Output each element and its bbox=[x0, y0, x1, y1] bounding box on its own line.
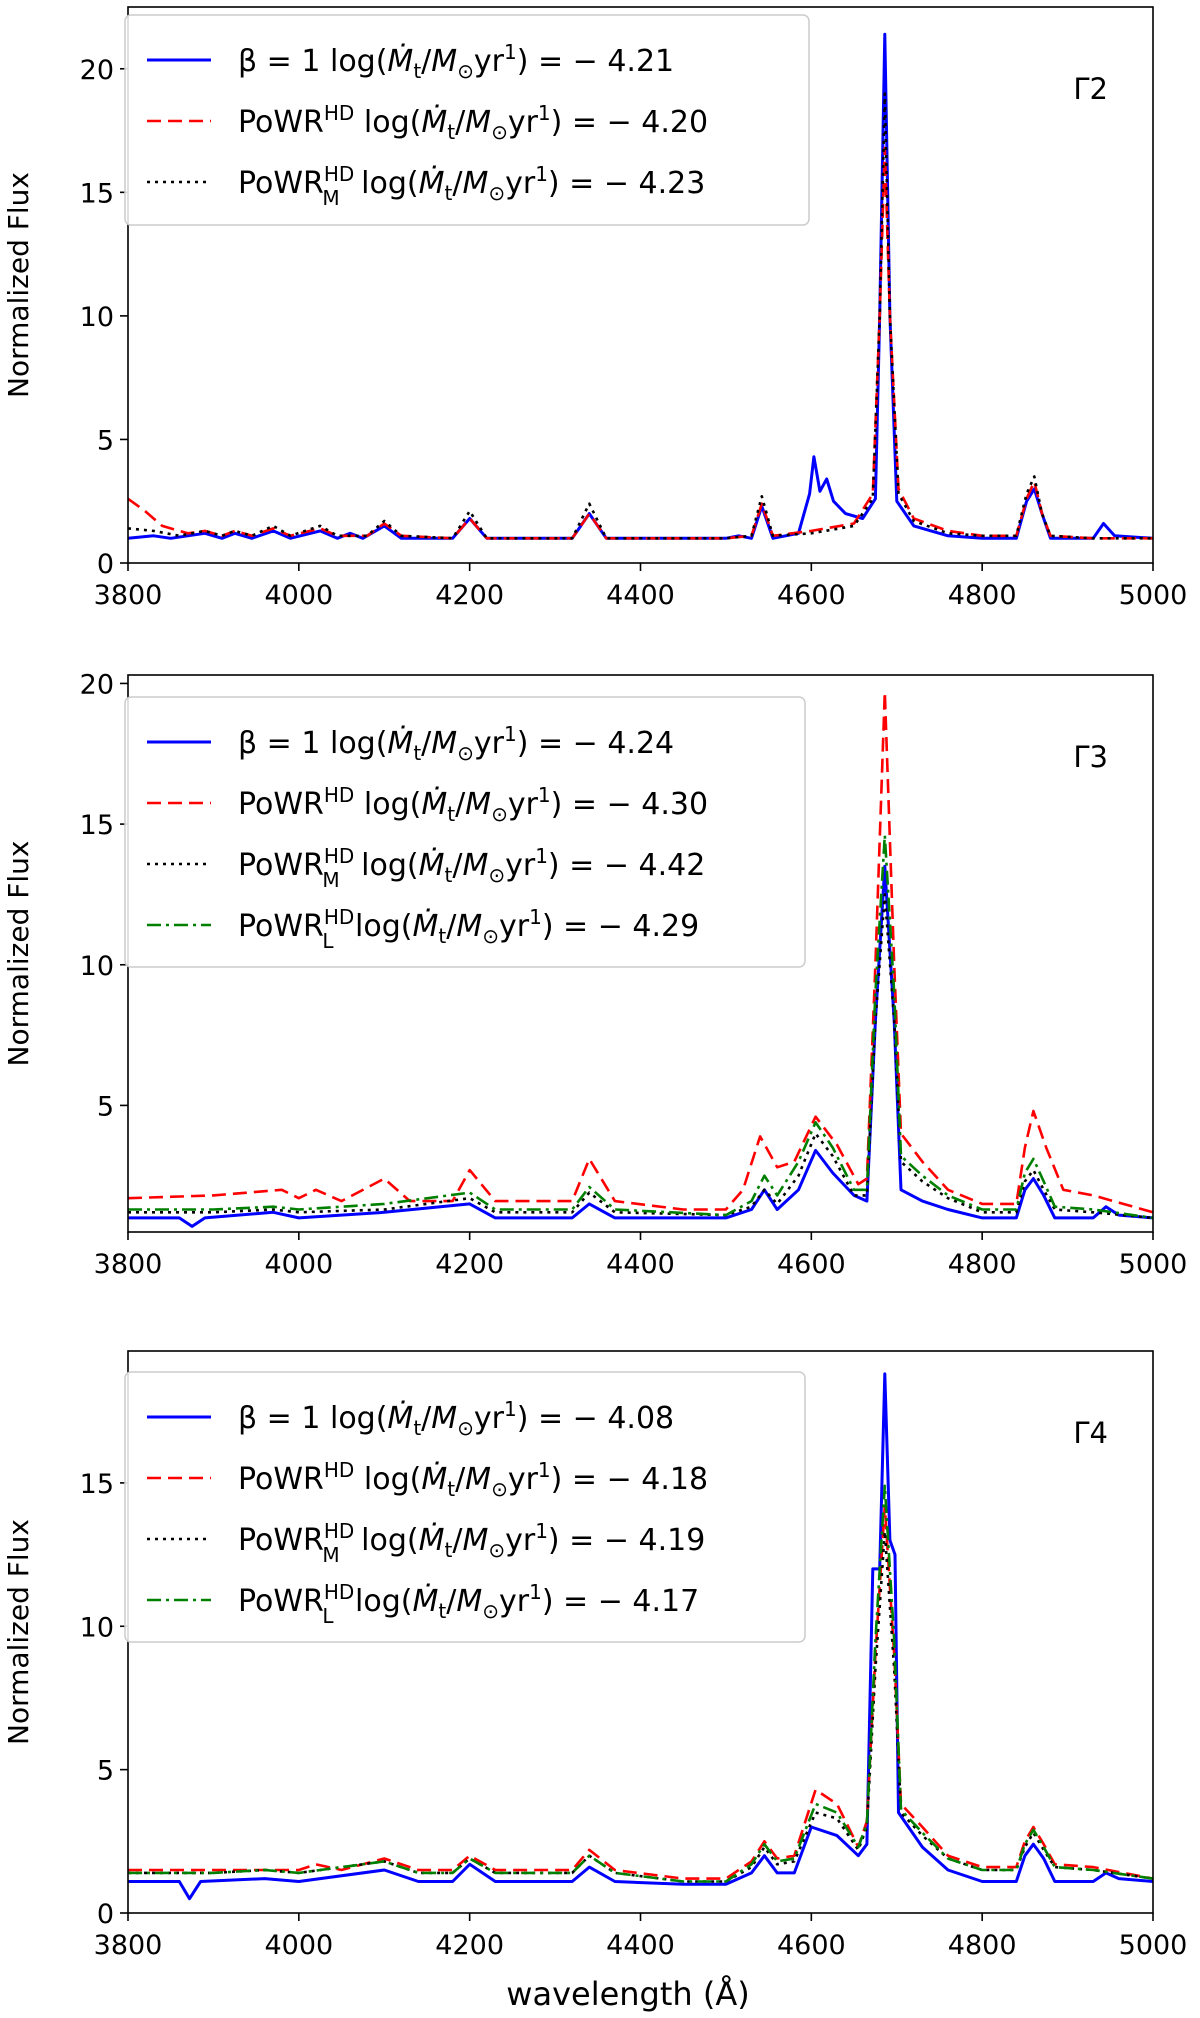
series-line-beta bbox=[128, 864, 1153, 1228]
y-tick-label: 0 bbox=[97, 1899, 114, 1930]
y-tick-label: 5 bbox=[97, 1091, 114, 1122]
series-group bbox=[128, 690, 1153, 1228]
x-tick-label: 4800 bbox=[948, 1930, 1017, 1961]
x-tick-label: 4400 bbox=[606, 580, 675, 611]
y-tick-label: 15 bbox=[80, 1469, 114, 1500]
x-tick-label: 4000 bbox=[264, 580, 333, 611]
panel-label: Γ4 bbox=[1073, 1416, 1108, 1450]
x-tick-label: 4800 bbox=[948, 1249, 1017, 1280]
x-tick-label: 5000 bbox=[1119, 1930, 1188, 1961]
legend-label: β = 1 log(Ṁt/M⊙yr1) = − 4.21 bbox=[238, 40, 674, 83]
legend-label: PoWRHD L log(Ṁt/M⊙yr1) = − 4.29 bbox=[238, 905, 699, 953]
legend-box bbox=[124, 14, 810, 226]
x-tick-label: 4200 bbox=[435, 1249, 504, 1280]
legend-label: PoWRHD M log(Ṁt/M⊙yr1) = − 4.42 bbox=[238, 844, 705, 892]
series-group bbox=[128, 32, 1153, 540]
panel-2: 3800 4000 4200 4400 4600 4800 5000 5 10 15 20 Norma… bbox=[2, 669, 1187, 1280]
y-axis-title: Normalized Flux bbox=[2, 172, 35, 398]
legend-box bbox=[124, 696, 806, 968]
x-tick-label: 4200 bbox=[435, 580, 504, 611]
x-tick-label: 5000 bbox=[1119, 1249, 1188, 1280]
panel-3: 3800 4000 4200 4400 4600 4800 5000 0 5 10 15 Normal… bbox=[2, 1350, 1188, 1961]
y-tick-label: 10 bbox=[80, 1612, 114, 1643]
series-line-powr bbox=[128, 146, 1153, 540]
x-tick-label: 3800 bbox=[94, 1930, 163, 1961]
x-tick-label: 4400 bbox=[606, 1930, 675, 1961]
series-line-powr_l bbox=[128, 834, 1153, 1220]
y-tick-label: 0 bbox=[97, 549, 114, 580]
legend: β = 1 log(Ṁt/M⊙yr1) = − 4.08 PoWRHD log(Ṁ… bbox=[124, 1371, 806, 1643]
x-tick-label: 4600 bbox=[777, 1930, 846, 1961]
legend-label: PoWRHD log(Ṁt/M⊙yr1) = − 4.30 bbox=[238, 783, 708, 826]
x-tick-label: 5000 bbox=[1119, 580, 1188, 611]
panel-1: 3800 4000 4200 4400 4600 4800 5000 0 5 10 15 20 Norm… bbox=[2, 6, 1188, 611]
x-tick-label: 3800 bbox=[94, 580, 163, 611]
y-tick-label: 20 bbox=[80, 55, 114, 86]
legend-label: β = 1 log(Ṁt/M⊙yr1) = − 4.24 bbox=[238, 722, 674, 765]
y-tick-label: 15 bbox=[80, 810, 114, 841]
series-group bbox=[128, 1372, 1153, 1901]
x-tick-label: 3800 bbox=[94, 1249, 163, 1280]
x-tick-label: 4000 bbox=[264, 1249, 333, 1280]
legend: β = 1 log(Ṁt/M⊙yr1) = − 4.24 PoWRHD log(Ṁ… bbox=[124, 696, 806, 968]
legend-label: PoWRHD M log(Ṁt/M⊙yr1) = − 4.23 bbox=[238, 162, 705, 210]
x-tick-label: 4600 bbox=[777, 1249, 846, 1280]
series-line-powr bbox=[128, 690, 1153, 1214]
x-axis-title: wavelength (Å) bbox=[506, 1975, 749, 2013]
x-tick-label: 4400 bbox=[606, 1249, 675, 1280]
series-line-powr_m bbox=[128, 893, 1153, 1220]
panel-label: Γ2 bbox=[1073, 72, 1108, 106]
y-axis-title: Normalized Flux bbox=[2, 1519, 35, 1745]
legend-label: PoWRHD L log(Ṁt/M⊙yr1) = − 4.17 bbox=[238, 1580, 699, 1628]
legend-label: PoWRHD M log(Ṁt/M⊙yr1) = − 4.19 bbox=[238, 1519, 705, 1567]
y-tick-label: 5 bbox=[97, 1756, 114, 1787]
x-tick-label: 4000 bbox=[264, 1930, 333, 1961]
y-tick-label: 20 bbox=[80, 669, 114, 700]
legend-label: PoWRHD log(Ṁt/M⊙yr1) = − 4.20 bbox=[238, 101, 708, 144]
y-tick-label: 10 bbox=[80, 951, 114, 982]
panel-label: Γ3 bbox=[1073, 740, 1108, 774]
legend-label: β = 1 log(Ṁt/M⊙yr1) = − 4.08 bbox=[238, 1397, 674, 1440]
y-tick-label: 15 bbox=[80, 178, 114, 209]
series-line-beta bbox=[128, 1372, 1153, 1901]
x-tick-label: 4800 bbox=[948, 580, 1017, 611]
series-line-powr_l bbox=[128, 1484, 1153, 1883]
legend: β = 1 log(Ṁt/M⊙yr1) = − 4.21 PoWRHD log(Ṁ… bbox=[124, 14, 810, 226]
series-line-powr bbox=[128, 1504, 1153, 1880]
y-axis-title: Normalized Flux bbox=[2, 841, 35, 1067]
legend-box bbox=[124, 1371, 806, 1643]
x-tick-label: 4600 bbox=[777, 580, 846, 611]
y-tick-label: 10 bbox=[80, 302, 114, 333]
y-tick-label: 5 bbox=[97, 425, 114, 456]
x-tick-label: 4200 bbox=[435, 1930, 504, 1961]
legend-label: PoWRHD log(Ṁt/M⊙yr1) = − 4.18 bbox=[238, 1458, 708, 1501]
